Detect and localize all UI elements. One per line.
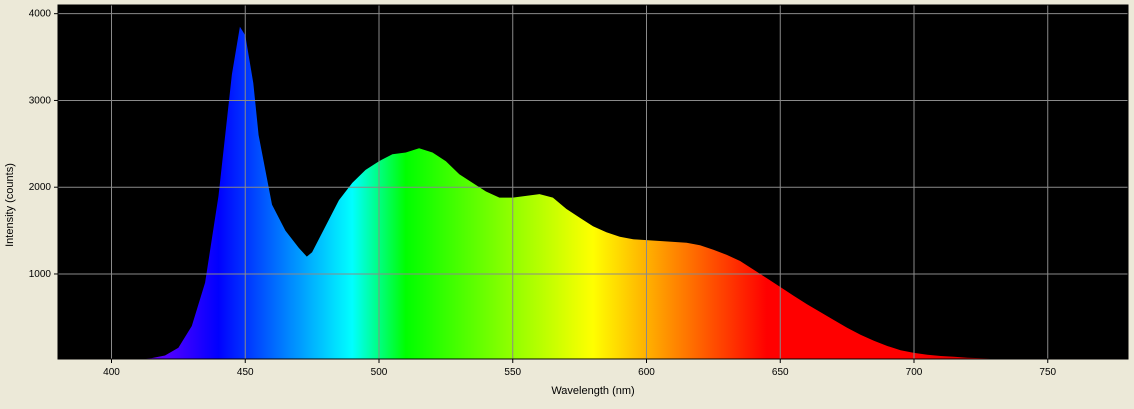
y-tick-label: 2000 <box>29 182 52 193</box>
x-tick-label: 500 <box>371 367 388 378</box>
plot-border <box>57 4 1129 360</box>
y-axis-title: Intensity (counts) <box>4 163 16 247</box>
x-tick-label: 450 <box>237 367 254 378</box>
x-tick-label: 700 <box>906 367 923 378</box>
spectrum-area <box>138 26 1075 359</box>
x-tick-label: 550 <box>504 367 521 378</box>
x-tick-label: 750 <box>1039 367 1056 378</box>
x-tick-label: 650 <box>772 367 789 378</box>
x-axis-title: Wavelength (nm) <box>551 385 634 397</box>
x-tick-label: 400 <box>103 367 120 378</box>
x-tick-label: 600 <box>638 367 655 378</box>
y-tick-label: 1000 <box>29 269 52 280</box>
y-tick-label: 3000 <box>29 95 52 106</box>
y-tick-label: 4000 <box>29 9 52 20</box>
